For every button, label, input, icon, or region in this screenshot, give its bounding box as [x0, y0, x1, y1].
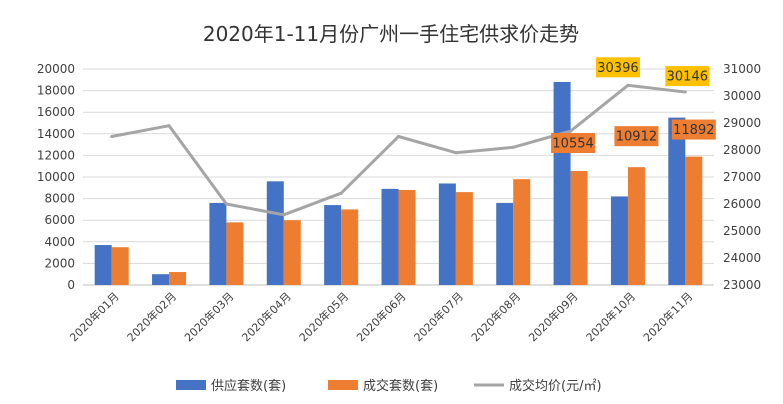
right-tick-label: 25000 — [723, 224, 761, 238]
price-point — [511, 145, 515, 149]
left-tick-label: 18000 — [37, 84, 75, 98]
left-tick-label: 20000 — [37, 62, 75, 76]
price-point — [110, 135, 114, 138]
sales-bar — [226, 222, 244, 285]
price-point — [282, 213, 286, 217]
left-tick-label: 12000 — [37, 148, 75, 162]
callout-label: 10912 — [616, 130, 657, 145]
supply-bar — [496, 202, 514, 285]
callout-label: 11892 — [673, 123, 714, 138]
x-tick-label: 2020年04月 — [239, 289, 294, 344]
sales-bar — [111, 247, 129, 285]
left-tick-label: 2000 — [44, 256, 75, 270]
callout-label: 30396 — [597, 61, 638, 76]
left-tick-label: 10000 — [37, 170, 75, 184]
x-tick-label: 2020年05月 — [296, 289, 351, 344]
sales-bar — [398, 189, 416, 285]
supply-bar — [610, 196, 628, 285]
price-point — [339, 191, 343, 195]
callout-box — [665, 66, 710, 87]
callout-box — [551, 133, 596, 154]
x-tick-label: 2020年08月 — [468, 289, 523, 344]
callout-box — [671, 119, 716, 140]
left-tick-label: 4000 — [44, 235, 75, 249]
legend-swatch — [176, 380, 206, 390]
right-tick-label: 26000 — [723, 197, 761, 211]
legend: 供应套数(套) 成交套数(套) 成交均价(元/㎡) — [176, 378, 602, 394]
right-tick-label: 23000 — [723, 278, 761, 292]
x-tick-label: 2020年07月 — [411, 289, 466, 344]
supply-bar — [438, 183, 456, 285]
callout-box — [595, 57, 640, 78]
sales-bar — [169, 272, 187, 285]
x-tick-label: 2020年10月 — [583, 289, 638, 344]
price-point — [626, 83, 630, 87]
x-tick-label: 2020年06月 — [353, 289, 408, 344]
right-tick-label: 27000 — [723, 170, 761, 184]
price-point — [167, 124, 171, 128]
supply-bar — [94, 245, 112, 285]
x-tick-label: 2020年02月 — [124, 289, 179, 344]
left-tick-label: 8000 — [44, 192, 75, 206]
legend-swatch — [328, 380, 358, 390]
price-point — [569, 129, 573, 133]
callout-box — [614, 126, 659, 147]
x-axis: 2020年01月 2020年02月 2020年03月 2020年04月 2020年05月… — [67, 289, 696, 344]
sales-bar — [341, 209, 359, 285]
left-tick-label: 0 — [67, 278, 75, 292]
right-tick-label: 28000 — [723, 143, 761, 157]
sales-bar — [627, 167, 645, 285]
x-tick-label: 2020年01月 — [67, 289, 122, 344]
sales-bar — [283, 220, 301, 285]
x-tick-label: 2020年09月 — [526, 289, 581, 344]
sales-bar — [570, 171, 588, 285]
sales-bar — [455, 192, 473, 285]
legend-label: 成交套数(套) — [363, 378, 438, 394]
left-tick-label: 16000 — [37, 105, 75, 119]
sales-bar — [513, 179, 531, 285]
x-tick-label: 2020年03月 — [181, 289, 236, 344]
right-tick-label: 30000 — [723, 89, 761, 103]
supply-bar — [668, 117, 686, 285]
left-tick-label: 6000 — [44, 213, 75, 227]
sales-bar — [685, 156, 703, 285]
supply-bar — [381, 188, 399, 285]
right-tick-label: 24000 — [723, 251, 761, 265]
right-tick-label: 31000 — [723, 62, 761, 76]
x-tick-label: 2020年11月 — [640, 289, 695, 344]
left-axis: 0 2000 4000 6000 8000 10000 12000 14000 16000 180… — [37, 62, 75, 292]
left-tick-label: 14000 — [37, 127, 75, 141]
price-point — [454, 151, 458, 155]
price-point — [224, 202, 228, 206]
price-point — [683, 90, 687, 94]
legend-label: 供应套数(套) — [211, 378, 286, 394]
chart-title: 2020年1-11月份广州一手住宅供求价走势 — [203, 22, 579, 46]
supply-bar — [324, 205, 342, 285]
line-series — [110, 83, 687, 217]
legend-label: 成交均价(元/㎡) — [509, 378, 602, 394]
data-callouts: 10554 10912 11892 30396 30146 — [551, 57, 716, 154]
callout-label: 10554 — [552, 137, 593, 152]
callout-label: 30146 — [667, 70, 708, 85]
supply-bar — [266, 181, 284, 285]
right-tick-label: 29000 — [723, 116, 761, 130]
supply-bar — [553, 81, 571, 286]
right-axis: 23000 24000 25000 26000 27000 28000 29000 30000… — [723, 62, 761, 292]
price-point — [397, 135, 400, 138]
supply-bar — [152, 274, 170, 285]
bar-series — [94, 81, 703, 286]
supply-bar — [209, 202, 227, 285]
